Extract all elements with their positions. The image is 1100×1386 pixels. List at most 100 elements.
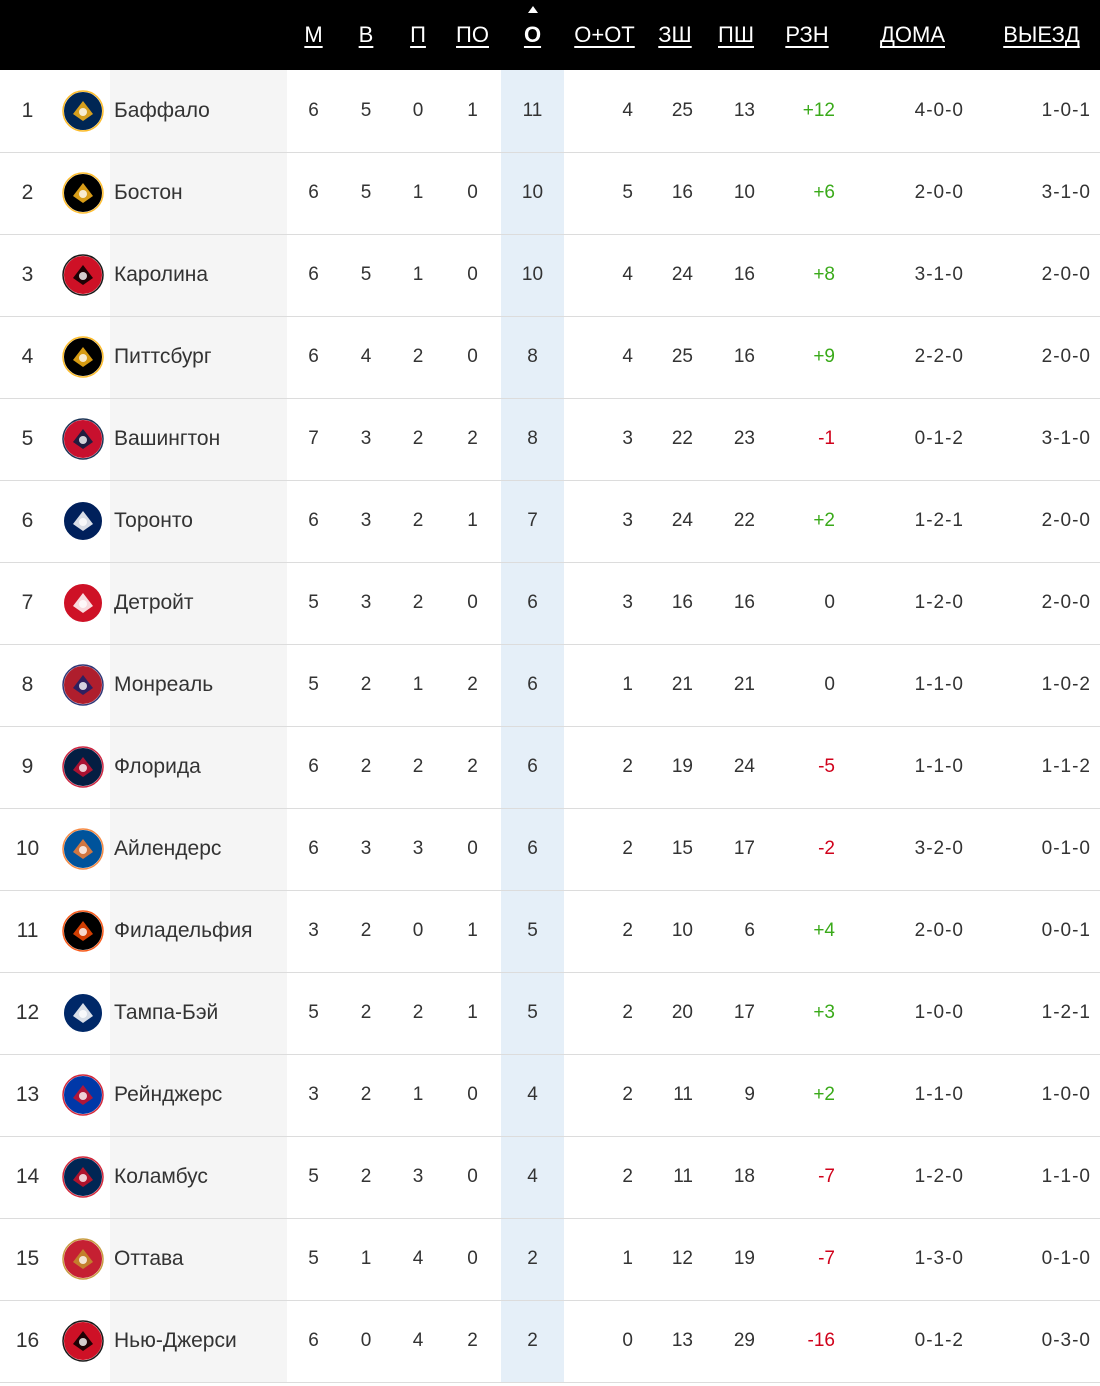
cell-l: 4 xyxy=(412,1330,424,1351)
washington-capitals-logo-icon xyxy=(60,416,106,462)
cell-otl: 1 xyxy=(467,920,478,941)
cell-otl: 1 xyxy=(467,510,478,531)
cell-diff: +4 xyxy=(813,920,835,941)
cell-pts: 8 xyxy=(501,316,564,398)
cell-ga: 17 xyxy=(733,1002,755,1023)
header-diff[interactable]: РЗН xyxy=(785,22,829,47)
team-name[interactable]: Нью-Джерси xyxy=(110,1300,287,1382)
cell-pts: 4 xyxy=(501,1136,564,1218)
cell-gf: 15 xyxy=(671,838,693,859)
cell-l: 1 xyxy=(412,674,424,695)
table-row[interactable]: 16 Нью-Джерси 6 0 4 2 2 0 13 29 -16 0-1-2 0-3-0 xyxy=(0,1300,1100,1382)
team-name[interactable]: Баффало xyxy=(110,70,287,152)
boston-bruins-logo-icon xyxy=(60,170,106,216)
header-gp[interactable]: М xyxy=(304,22,323,47)
cell-l: 2 xyxy=(412,592,424,613)
cell-gp: 6 xyxy=(308,510,319,531)
header-away[interactable]: ВЫЕЗД xyxy=(1003,22,1080,47)
cell-diff: -5 xyxy=(818,756,835,777)
team-name[interactable]: Филадельфия xyxy=(110,890,287,972)
header-gf[interactable]: ЗШ xyxy=(658,22,692,47)
header-l[interactable]: П xyxy=(410,22,426,47)
team-logo-cell xyxy=(55,1054,110,1136)
header-otl[interactable]: ПО xyxy=(456,22,489,47)
team-name[interactable]: Торонто xyxy=(110,480,287,562)
team-name[interactable]: Рейнджерс xyxy=(110,1054,287,1136)
table-row[interactable]: 1 Баффало 6 5 0 1 11 4 25 13 +12 4-0-0 1-0-1 xyxy=(0,70,1100,152)
team-name[interactable]: Флорида xyxy=(110,726,287,808)
cell-away: 2-0-0 xyxy=(1041,510,1091,531)
cell-pts: 2 xyxy=(501,1218,564,1300)
table-row[interactable]: 9 Флорида 6 2 2 2 6 2 19 24 -5 1-1-0 1-1-2 xyxy=(0,726,1100,808)
table-row[interactable]: 5 Вашингтон 7 3 2 2 8 3 22 23 -1 0-1-2 3-1-0 xyxy=(0,398,1100,480)
team-name[interactable]: Вашингтон xyxy=(110,398,287,480)
table-row[interactable]: 8 Монреаль 5 2 1 2 6 1 21 21 0 1-1-0 1-0-2 xyxy=(0,644,1100,726)
table-row[interactable]: 14 Коламбус 5 2 3 0 4 2 11 18 -7 1-2-0 1-1-0 xyxy=(0,1136,1100,1218)
header-home[interactable]: ДОМА xyxy=(879,22,945,47)
cell-rank: 10 xyxy=(15,837,40,860)
team-logo-cell xyxy=(55,808,110,890)
table-row[interactable]: 3 Каролина 6 5 1 0 10 4 24 16 +8 3-1-0 2-0-0 xyxy=(0,234,1100,316)
cell-ga: 22 xyxy=(733,510,755,531)
table-row[interactable]: 12 Тампа-Бэй 5 2 2 1 5 2 20 17 +3 1-0-0 1-2-1 xyxy=(0,972,1100,1054)
cell-rowt: 2 xyxy=(622,838,633,859)
cell-gf: 20 xyxy=(671,1002,693,1023)
cell-away: 0-1-0 xyxy=(1041,1248,1091,1269)
cell-rank: 13 xyxy=(15,1083,40,1106)
cell-w: 5 xyxy=(360,99,372,121)
cell-away: 2-0-0 xyxy=(1041,346,1091,367)
cell-pts: 11 xyxy=(501,70,564,152)
cell-rank: 15 xyxy=(15,1247,40,1270)
cell-home: 1-2-0 xyxy=(914,1166,964,1187)
team-name[interactable]: Каролина xyxy=(110,234,287,316)
cell-l: 4 xyxy=(412,1248,424,1269)
cell-otl: 2 xyxy=(467,1330,478,1351)
cell-rank: 6 xyxy=(21,509,34,532)
ottawa-senators-logo-icon xyxy=(60,1236,106,1282)
tampa-bay-lightning-logo-icon xyxy=(60,990,106,1036)
cell-pts: 6 xyxy=(501,644,564,726)
cell-pts: 8 xyxy=(501,398,564,480)
cell-home: 1-1-0 xyxy=(914,756,964,777)
cell-diff: +12 xyxy=(802,99,835,121)
cell-gp: 3 xyxy=(308,1084,319,1105)
header-ga[interactable]: ПШ xyxy=(718,22,754,47)
team-name[interactable]: Оттава xyxy=(110,1218,287,1300)
cell-gp: 7 xyxy=(308,428,319,449)
table-row[interactable]: 13 Рейнджерс 3 2 1 0 4 2 11 9 +2 1-1-0 1-0-0 xyxy=(0,1054,1100,1136)
cell-away: 0-1-0 xyxy=(1041,838,1091,859)
cell-w: 5 xyxy=(360,264,372,285)
table-row[interactable]: 15 Оттава 5 1 4 0 2 1 12 19 -7 1-3-0 0-1-0 xyxy=(0,1218,1100,1300)
team-name[interactable]: Детройт xyxy=(110,562,287,644)
table-row[interactable]: 7 Детройт 5 3 2 0 6 3 16 16 0 1-2-0 2-0-0 xyxy=(0,562,1100,644)
cell-gp: 5 xyxy=(308,592,319,613)
team-name[interactable]: Монреаль xyxy=(110,644,287,726)
cell-diff: +9 xyxy=(813,346,835,367)
cell-otl: 1 xyxy=(467,1002,478,1023)
cell-rowt: 3 xyxy=(622,428,633,449)
cell-gp: 5 xyxy=(308,1248,319,1269)
cell-w: 2 xyxy=(360,920,372,941)
team-name[interactable]: Айлендерс xyxy=(110,808,287,890)
team-logo-cell xyxy=(55,972,110,1054)
team-name[interactable]: Бостон xyxy=(110,152,287,234)
team-name[interactable]: Тампа-Бэй xyxy=(110,972,287,1054)
cell-diff: -2 xyxy=(818,838,835,859)
team-name[interactable]: Коламбус xyxy=(110,1136,287,1218)
header-pts[interactable]: О xyxy=(501,0,564,70)
philadelphia-flyers-logo-icon xyxy=(60,908,106,954)
cell-rowt: 2 xyxy=(622,1166,633,1187)
team-name[interactable]: Питтсбург xyxy=(110,316,287,398)
table-row[interactable]: 2 Бостон 6 5 1 0 10 5 16 10 +6 2-0-0 3-1-0 xyxy=(0,152,1100,234)
cell-w: 2 xyxy=(360,1084,372,1105)
header-w[interactable]: В xyxy=(358,22,374,47)
cell-ga: 16 xyxy=(733,346,755,367)
table-row[interactable]: 4 Питтсбург 6 4 2 0 8 4 25 16 +9 2-2-0 2-0-0 xyxy=(0,316,1100,398)
cell-away: 1-0-1 xyxy=(1041,99,1091,121)
table-row[interactable]: 11 Филадельфия 3 2 0 1 5 2 10 6 +4 2-0-0 0-0-1 xyxy=(0,890,1100,972)
table-row[interactable]: 6 Торонто 6 3 2 1 7 3 24 22 +2 1-2-1 2-0-0 xyxy=(0,480,1100,562)
header-rowt[interactable]: О+ОТ xyxy=(574,22,635,47)
table-row[interactable]: 10 Айлендерс 6 3 3 0 6 2 15 17 -2 3-2-0 0-1-0 xyxy=(0,808,1100,890)
cell-home: 2-0-0 xyxy=(914,920,964,941)
cell-diff: -7 xyxy=(818,1248,835,1269)
